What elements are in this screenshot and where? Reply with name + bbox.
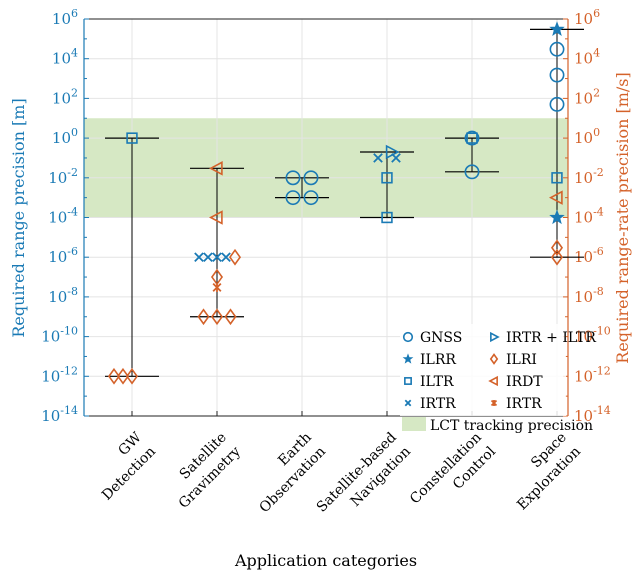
right-tick-label: 10-10 xyxy=(574,325,611,346)
left-y-axis-label: Required range precision [m] xyxy=(9,98,28,337)
marker-circle xyxy=(549,67,565,83)
marker-square xyxy=(381,211,393,224)
marker-triangle-right xyxy=(385,144,400,160)
left-tick-label: 10-14 xyxy=(41,404,78,425)
left-tick-label: 102 xyxy=(52,86,78,107)
right-tick-label: 104 xyxy=(574,47,600,68)
lct-band-layer xyxy=(84,118,568,218)
right-y-axis-label: Required range-rate precision [m/s] xyxy=(613,72,632,363)
marker-circle xyxy=(549,41,565,57)
axes-layer: 10-14 10-14 10-12 10-12 10-10 10-10 10-8 10-8 10… xyxy=(41,7,611,516)
legend-marker-triangle-right xyxy=(490,331,500,343)
marker-diamond xyxy=(197,308,210,326)
legend-item: ILTR xyxy=(404,374,454,390)
marker-x xyxy=(194,252,204,263)
legend-label: ILRI xyxy=(506,352,537,368)
left-tick-label: 106 xyxy=(52,7,78,28)
legend-label: IRDT xyxy=(506,374,543,390)
legend-marker-asterisk xyxy=(490,399,498,407)
right-tick-label: 10-2 xyxy=(574,166,604,187)
marker-diamond xyxy=(224,308,237,326)
marker-square xyxy=(466,132,478,144)
right-tick-label: 106 xyxy=(574,7,600,28)
legend-item: IRTR xyxy=(490,396,542,412)
marker-triangle-left xyxy=(208,161,223,176)
legend-label: ILRR xyxy=(420,352,456,368)
left-tick-label: 10-2 xyxy=(48,166,78,187)
left-tick-label: 10-6 xyxy=(48,245,78,266)
legend-marker-circle xyxy=(402,331,414,343)
right-tick-label: 10-6 xyxy=(574,245,604,266)
right-tick-label: 10-12 xyxy=(574,364,611,385)
lct-band xyxy=(84,118,568,218)
left-tick-label: 10-8 xyxy=(48,285,78,306)
marker-circle xyxy=(303,170,319,186)
marker-diamond xyxy=(228,248,242,266)
marker-diamond xyxy=(210,308,224,326)
legend-item: IRTR + ILTR xyxy=(490,330,596,346)
legend-marker-x xyxy=(404,399,412,407)
marker-circle xyxy=(549,96,565,112)
legend-item: ILRI xyxy=(489,352,537,368)
legend-label: ILTR xyxy=(420,374,454,390)
marker-diamond xyxy=(107,367,121,385)
marker-x xyxy=(212,252,222,263)
marker-circle xyxy=(464,130,480,146)
marker-circle xyxy=(303,190,319,206)
left-tick-label: 10-4 xyxy=(48,206,78,227)
legend: GNSS ILRR ILTR IRTR IRTR + ILTR ILRI IRDT IRTR L… xyxy=(400,324,596,434)
marker-diamond xyxy=(116,367,130,385)
legend-band-label: LCT tracking precision xyxy=(430,418,593,434)
right-tick-label: 10-4 xyxy=(574,206,604,227)
marker-square xyxy=(126,132,138,144)
legend-background xyxy=(400,324,566,416)
marker-triangle-left xyxy=(548,190,563,205)
left-tick-label: 100 xyxy=(52,126,78,147)
legend-band-swatch xyxy=(402,417,426,431)
marker-square xyxy=(551,172,563,184)
marker-asterisk xyxy=(212,282,222,293)
legend-item: IRTR xyxy=(404,396,456,412)
right-tick-label: 102 xyxy=(574,86,600,107)
marker-circle xyxy=(464,164,480,180)
marker-diamond xyxy=(550,239,564,257)
legend-item: IRDT xyxy=(488,374,543,390)
marker-square xyxy=(381,172,393,184)
x-axis-label: Application categories xyxy=(234,551,417,570)
right-tick-label: 100 xyxy=(574,126,600,147)
left-tick-label: 10-12 xyxy=(41,364,78,385)
legend-marker-square xyxy=(404,377,412,385)
markers-layer xyxy=(107,21,565,385)
legend-marker-diamond xyxy=(489,353,499,365)
marker-x xyxy=(373,153,383,163)
left-tick-label: 10-10 xyxy=(41,325,78,346)
legend-label: IRTR xyxy=(506,396,542,412)
legend-marker-triangle-left xyxy=(488,375,498,387)
marker-circle xyxy=(285,170,301,186)
marker-x xyxy=(221,252,231,263)
marker-x xyxy=(203,252,213,263)
marker-star xyxy=(549,209,565,225)
legend-label: IRTR + ILTR xyxy=(506,330,596,346)
right-tick-label: 10-14 xyxy=(574,404,611,425)
right-tick-label: 10-8 xyxy=(574,285,604,306)
marker-circle xyxy=(285,190,301,206)
marker-star xyxy=(549,21,565,36)
marker-diamond xyxy=(125,367,139,385)
left-tick-label: 104 xyxy=(52,47,78,68)
legend-item: ILRR xyxy=(402,352,456,368)
legend-item: GNSS xyxy=(402,330,462,346)
legend-label: IRTR xyxy=(420,396,456,412)
legend-marker-star xyxy=(402,353,414,364)
marker-triangle-left xyxy=(208,210,223,225)
marker-diamond xyxy=(550,248,564,266)
legend-label: GNSS xyxy=(420,330,462,346)
